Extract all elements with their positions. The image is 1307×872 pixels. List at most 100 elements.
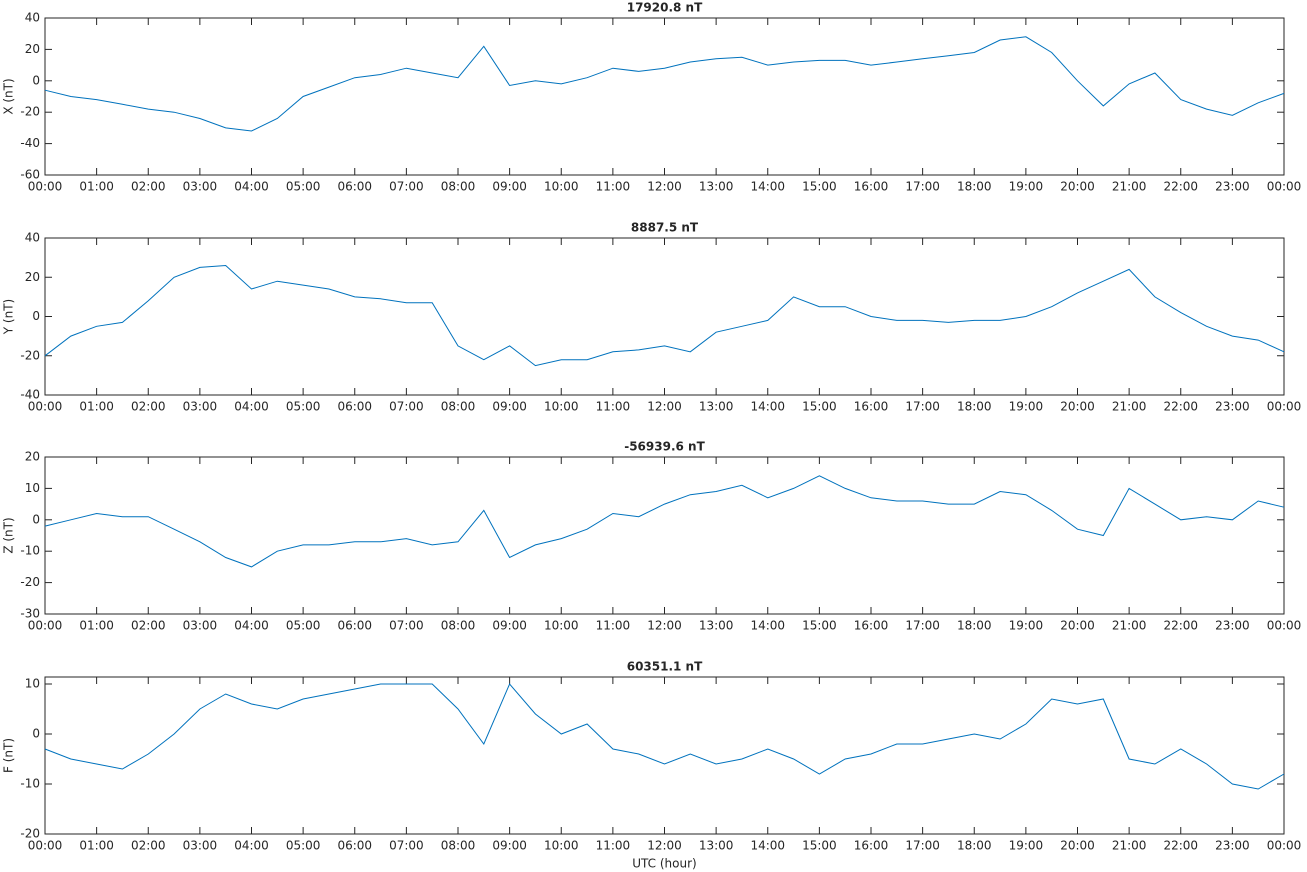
x-tick-label: 21:00 (1112, 400, 1147, 414)
x-tick-label: 04:00 (234, 839, 269, 853)
x-tick-label: 20:00 (1060, 619, 1095, 633)
x-tick-label: 03:00 (183, 619, 218, 633)
y-tick-label: -30 (20, 607, 40, 621)
x-tick-label: 15:00 (802, 619, 837, 633)
y-tick-label: 0 (32, 73, 40, 87)
x-tick-label: 19:00 (1009, 180, 1044, 194)
axes-frame (44, 17, 1285, 176)
axes-frame (44, 456, 1285, 615)
x-tick-label: 06:00 (337, 619, 372, 633)
chart-title: 60351.1 nT (627, 660, 703, 674)
x-tick-label: 16:00 (854, 400, 889, 414)
y-tick-label: -20 (20, 105, 40, 119)
x-tick-label: 00:00 (1267, 619, 1302, 633)
x-tick-label: 18:00 (957, 619, 992, 633)
x-tick-label: 17:00 (905, 400, 940, 414)
x-tick-label: 23:00 (1215, 619, 1250, 633)
x-tick-label: 07:00 (389, 180, 424, 194)
x-tick-label: 02:00 (131, 839, 166, 853)
y-tick-label: 0 (32, 309, 40, 323)
chart-title: 8887.5 nT (631, 221, 699, 235)
x-tick-label: 21:00 (1112, 180, 1147, 194)
y-tick-label: -20 (20, 827, 40, 841)
x-tick-label: 04:00 (234, 400, 269, 414)
x-tick-label: 07:00 (389, 839, 424, 853)
x-tick-label: 14:00 (750, 400, 785, 414)
x-tick-label: 00:00 (1267, 180, 1302, 194)
x-tick-label: 18:00 (957, 839, 992, 853)
x-tick-label: 22:00 (1163, 839, 1198, 853)
axes-frame (44, 237, 1285, 396)
x-tick-label: 08:00 (441, 619, 476, 633)
x-tick-label: 17:00 (905, 619, 940, 633)
data-line (44, 264, 1285, 367)
x-tick-label: 00:00 (28, 180, 63, 194)
x-tick-label: 09:00 (492, 839, 527, 853)
x-tick-label: 21:00 (1112, 619, 1147, 633)
x-tick-label: 16:00 (854, 839, 889, 853)
x-tick-label: 00:00 (1267, 839, 1302, 853)
x-tick-label: 22:00 (1163, 619, 1198, 633)
x-tick-label: 16:00 (854, 619, 889, 633)
x-tick-label: 13:00 (699, 400, 734, 414)
x-tick-label: 15:00 (802, 400, 837, 414)
y-tick-label: 20 (25, 450, 40, 464)
x-tick-label: 18:00 (957, 400, 992, 414)
x-tick-label: 12:00 (647, 400, 682, 414)
x-tick-label: 08:00 (441, 180, 476, 194)
y-axis-label: Y (nT) (2, 299, 16, 335)
x-tick-label: 01:00 (79, 400, 114, 414)
x-tick-label: 13:00 (699, 180, 734, 194)
x-tick-label: 06:00 (337, 400, 372, 414)
y-tick-label: -40 (20, 136, 40, 150)
x-tick-label: 20:00 (1060, 839, 1095, 853)
x-tick-label: 21:00 (1112, 839, 1147, 853)
x-tick-label: 03:00 (183, 839, 218, 853)
axes-frame (44, 676, 1285, 835)
y-tick-label: 0 (32, 727, 40, 741)
x-tick-label: 23:00 (1215, 180, 1250, 194)
y-tick-label: -60 (20, 168, 40, 182)
x-tick-label: 00:00 (28, 839, 63, 853)
x-tick-label: 13:00 (699, 839, 734, 853)
x-tick-label: 10:00 (544, 400, 579, 414)
x-tick-label: 11:00 (596, 180, 631, 194)
y-tick-label: -20 (20, 348, 40, 362)
x-tick-label: 06:00 (337, 180, 372, 194)
x-tick-label: 09:00 (492, 619, 527, 633)
x-tick-label: 02:00 (131, 400, 166, 414)
chart-title: -56939.6 nT (624, 440, 705, 454)
x-tick-label: 00:00 (28, 619, 63, 633)
x-tick-label: 16:00 (854, 180, 889, 194)
x-tick-label: 08:00 (441, 400, 476, 414)
y-tick-label: -10 (20, 544, 40, 558)
x-tick-label: 10:00 (544, 180, 579, 194)
y-axis-label: X (nT) (2, 78, 16, 114)
x-tick-label: 01:00 (79, 839, 114, 853)
x-tick-label: 12:00 (647, 180, 682, 194)
y-tick-label: -20 (20, 575, 40, 589)
x-tick-label: 04:00 (234, 619, 269, 633)
data-line (44, 683, 1285, 790)
x-tick-label: 11:00 (596, 839, 631, 853)
x-tick-label: 03:00 (183, 180, 218, 194)
x-tick-label: 07:00 (389, 400, 424, 414)
x-tick-label: 09:00 (492, 400, 527, 414)
x-tick-label: 20:00 (1060, 400, 1095, 414)
x-tick-label: 15:00 (802, 180, 837, 194)
y-tick-label: 40 (25, 11, 40, 25)
x-tick-label: 22:00 (1163, 400, 1198, 414)
x-tick-label: 10:00 (544, 839, 579, 853)
x-tick-label: 23:00 (1215, 839, 1250, 853)
x-tick-label: 17:00 (905, 180, 940, 194)
data-line (44, 475, 1285, 568)
x-tick-label: 12:00 (647, 839, 682, 853)
x-tick-label: 14:00 (750, 839, 785, 853)
x-tick-label: 00:00 (1267, 400, 1302, 414)
x-tick-label: 22:00 (1163, 180, 1198, 194)
x-tick-label: 03:00 (183, 400, 218, 414)
x-tick-label: 02:00 (131, 619, 166, 633)
y-tick-label: 20 (25, 42, 40, 56)
x-tick-label: 05:00 (286, 619, 321, 633)
